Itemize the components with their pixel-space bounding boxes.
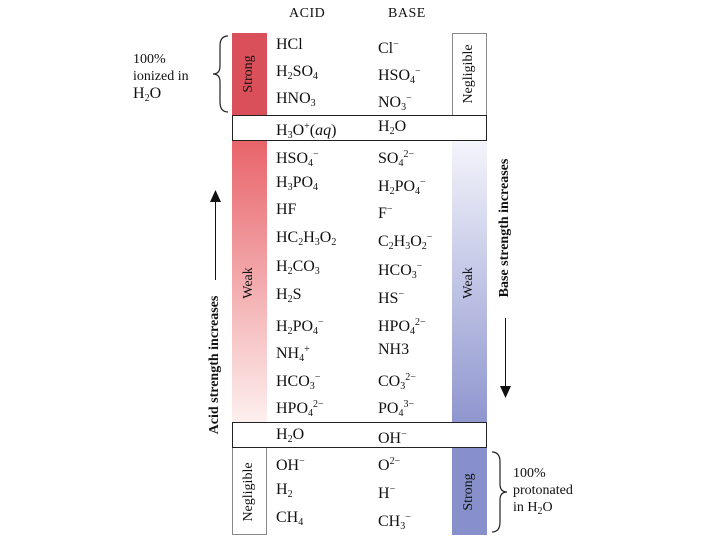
acid-formula: H2PO4− bbox=[276, 317, 324, 337]
acid-strong-label: Strong bbox=[241, 55, 256, 93]
ionized-note-line2: ionized in bbox=[133, 69, 189, 84]
base-weak-band bbox=[452, 141, 487, 423]
acid-formula: H2SO4 bbox=[276, 63, 319, 82]
acid-formula: NH4+ bbox=[276, 344, 310, 364]
acid-formula: H2CO3 bbox=[276, 258, 320, 277]
acid-formula: HF bbox=[276, 201, 297, 218]
protonated-brace bbox=[491, 451, 508, 533]
base-formula: NH3 bbox=[378, 341, 410, 358]
acid-strength-arrow-line bbox=[215, 200, 216, 280]
protonated-note-line3: in H2O bbox=[513, 500, 553, 517]
acid-formula: H3PO4 bbox=[276, 174, 319, 193]
acid-formula: HC2H3O2 bbox=[276, 229, 337, 248]
acid-strength-label: Acid strength increases bbox=[207, 295, 222, 435]
base-formula: CH3− bbox=[378, 512, 411, 532]
protonated-note-line2: protonated bbox=[513, 483, 573, 498]
acid-formula: H2S bbox=[276, 286, 302, 305]
base-negligible-label: Negligible bbox=[461, 44, 476, 104]
protonated-note-line1: 100% bbox=[513, 466, 546, 481]
acid-formula: HNO3 bbox=[276, 90, 316, 109]
acid-strength-arrowhead bbox=[210, 190, 221, 202]
base-formula: SO42− bbox=[378, 149, 415, 169]
water-row-box bbox=[232, 422, 487, 448]
acid-negligible-label: Negligible bbox=[241, 462, 256, 522]
base-formula: F− bbox=[378, 204, 393, 222]
acid-formula: HCl bbox=[276, 36, 303, 53]
acid-weak-label: Weak bbox=[241, 267, 256, 299]
acid-column-header: ACID bbox=[289, 6, 326, 21]
base-strong-label: Strong bbox=[461, 473, 476, 511]
hydronium-row-box bbox=[232, 115, 487, 141]
base-strength-arrowhead bbox=[500, 386, 511, 398]
ionized-note: 100% ionized in H2O bbox=[133, 51, 189, 107]
base-formula: O2− bbox=[378, 456, 401, 474]
acid-formula: HCO3− bbox=[276, 372, 321, 392]
base-formula: NO3− bbox=[378, 93, 412, 113]
base-formula: C2H3O2− bbox=[378, 232, 433, 252]
base-strength-label: Base strength increases bbox=[497, 158, 512, 298]
base-formula: HPO42− bbox=[378, 317, 426, 337]
base-formula: H2O bbox=[378, 118, 407, 137]
base-formula: H2PO4− bbox=[378, 177, 426, 197]
acid-formula: H2O bbox=[276, 426, 305, 445]
acid-formula: HSO4− bbox=[276, 149, 319, 169]
base-column-header: BASE bbox=[388, 6, 426, 21]
acid-strong-band bbox=[232, 33, 267, 115]
base-formula: Cl− bbox=[378, 39, 399, 57]
protonated-note: 100% protonated in H2O bbox=[513, 465, 573, 520]
base-weak-label: Weak bbox=[461, 267, 476, 299]
base-formula: OH− bbox=[378, 429, 407, 447]
acid-formula: H2 bbox=[276, 481, 293, 500]
acid-formula: H3O+(aq) bbox=[276, 121, 337, 141]
acid-formula: OH− bbox=[276, 456, 305, 474]
acid-weak-band bbox=[232, 141, 267, 423]
acid-formula: CH4 bbox=[276, 509, 304, 528]
base-negligible-band bbox=[452, 33, 487, 115]
base-formula: HCO3− bbox=[378, 261, 423, 281]
acid-formula: HPO42− bbox=[276, 399, 324, 419]
base-formula: HSO4− bbox=[378, 66, 421, 86]
acid-negligible-band bbox=[232, 448, 267, 535]
ionized-note-line3: H2O bbox=[133, 85, 162, 104]
ionized-brace bbox=[212, 35, 229, 113]
base-formula: CO32− bbox=[378, 372, 416, 392]
base-formula: PO43− bbox=[378, 399, 415, 419]
base-strength-arrow-line bbox=[505, 318, 506, 388]
base-strong-band bbox=[452, 448, 487, 535]
base-formula: H− bbox=[378, 484, 396, 502]
ionized-note-line1: 100% bbox=[133, 52, 166, 67]
base-formula: HS− bbox=[378, 289, 405, 307]
